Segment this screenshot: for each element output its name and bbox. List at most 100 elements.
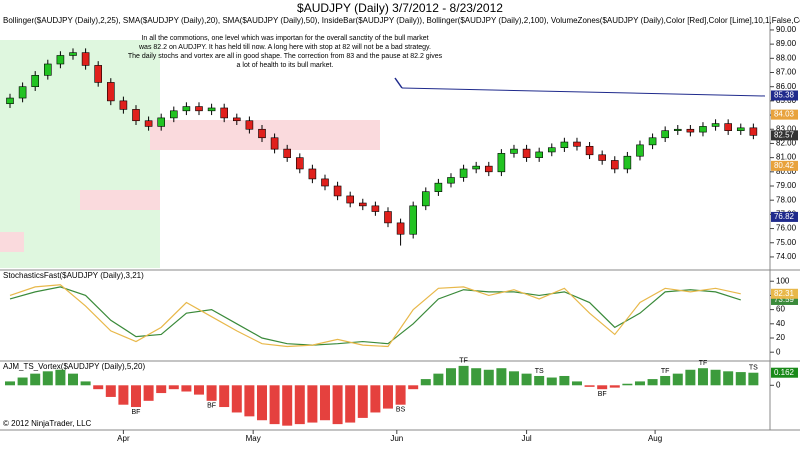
- value-tag-label: 85.38: [774, 91, 795, 100]
- bar: [546, 377, 557, 386]
- volume-zone: [80, 190, 160, 210]
- bar: [80, 381, 91, 386]
- y-tick-label: 20: [776, 333, 785, 342]
- bar: [68, 373, 79, 386]
- candle-body: [308, 168, 317, 180]
- y-tick-label: 90.00: [776, 25, 797, 34]
- bar: [660, 375, 671, 386]
- candle-body: [673, 128, 682, 131]
- y-tick-label: 60: [776, 305, 785, 314]
- candle-body: [648, 137, 657, 146]
- candle-body: [547, 147, 556, 153]
- candle-body: [321, 178, 329, 187]
- y-tick-label: 79.00: [776, 181, 797, 190]
- candle-body: [724, 123, 732, 131]
- signal-label: BS: [396, 407, 406, 414]
- candle-body: [623, 155, 632, 170]
- value-tag: [771, 130, 798, 141]
- value-tag: [771, 367, 798, 378]
- bar: [219, 385, 230, 408]
- candle-body: [447, 177, 455, 184]
- series-line: [9, 286, 741, 346]
- candle-body: [510, 148, 518, 154]
- y-tick-label: 0: [776, 347, 781, 356]
- value-tag: [771, 294, 798, 305]
- candle-body: [421, 191, 430, 207]
- candle-body: [182, 106, 191, 112]
- bar: [521, 373, 532, 386]
- bar: [697, 368, 708, 386]
- candle-body: [459, 168, 468, 178]
- candle-body: [686, 128, 695, 133]
- value-tag-label: 84.03: [774, 110, 795, 119]
- signal-label: TF: [699, 360, 708, 367]
- bar: [156, 385, 167, 394]
- x-tick-label: Jun: [390, 434, 403, 443]
- candle-body: [749, 127, 758, 136]
- bar: [55, 369, 66, 386]
- bar: [345, 385, 356, 423]
- bar: [559, 375, 570, 386]
- signal-label: BF: [207, 403, 216, 410]
- series-line: [9, 284, 741, 348]
- candle-body: [396, 222, 405, 235]
- candle-body: [736, 127, 745, 131]
- candle-body: [69, 52, 77, 56]
- candle-body: [195, 106, 203, 112]
- candle-body: [346, 195, 354, 204]
- bar: [445, 368, 456, 386]
- y-tick-label: 81.00: [776, 153, 797, 162]
- candle-body: [81, 52, 90, 66]
- x-tick-label: May: [246, 434, 261, 443]
- y-tick-label: 75.00: [776, 238, 797, 247]
- y-tick-label: 89.00: [776, 39, 797, 48]
- candle-body: [232, 117, 241, 122]
- signal-label: BF: [598, 391, 607, 398]
- footnote: © 2012 NinjaTrader, LLC: [3, 419, 92, 428]
- value-tag-label: 73.59: [774, 295, 795, 304]
- bar: [748, 372, 759, 386]
- value-tag: [771, 160, 798, 171]
- candle-body: [157, 117, 165, 127]
- x-tick-label: Apr: [117, 434, 130, 443]
- candle-body: [434, 182, 443, 192]
- signal-label: TS: [535, 368, 544, 375]
- candle-body: [598, 154, 606, 161]
- candle-body: [661, 130, 669, 139]
- candle-body: [44, 63, 52, 76]
- y-tick-label: 87.00: [776, 68, 797, 77]
- annotation: a lot of health to its bull market.: [237, 62, 334, 69]
- bar: [231, 385, 242, 413]
- candle-body: [699, 126, 707, 133]
- bar: [408, 385, 419, 390]
- candle-body: [18, 86, 27, 99]
- value-tag: [771, 211, 798, 222]
- bar: [206, 385, 217, 401]
- value-tag-label: 82.31: [774, 289, 795, 298]
- signal-label: TF: [661, 368, 670, 375]
- x-tick-label: Jul: [521, 434, 531, 443]
- bar: [105, 385, 116, 397]
- bar: [17, 377, 28, 386]
- bar: [357, 385, 368, 418]
- y-tick-label: 85.00: [776, 96, 797, 105]
- candle-body: [384, 211, 392, 224]
- bar: [471, 368, 482, 386]
- y-tick-label: 86.00: [776, 82, 797, 91]
- signal-label: TF: [459, 358, 468, 365]
- bar: [433, 373, 444, 386]
- candle-body: [295, 157, 304, 170]
- candle-body: [333, 185, 342, 197]
- bar: [672, 373, 683, 386]
- bar: [42, 371, 53, 386]
- bar: [382, 385, 393, 409]
- bar: [143, 385, 154, 401]
- bar: [256, 385, 267, 421]
- candle-body: [270, 137, 279, 150]
- candle-body: [94, 65, 102, 83]
- annotation-arrow: [401, 87, 766, 97]
- bar: [130, 385, 141, 408]
- bar: [723, 371, 734, 386]
- y-tick-label: 80.00: [776, 167, 797, 176]
- annotation: was 82.2 on AUDJPY. It has held till now…: [138, 44, 431, 51]
